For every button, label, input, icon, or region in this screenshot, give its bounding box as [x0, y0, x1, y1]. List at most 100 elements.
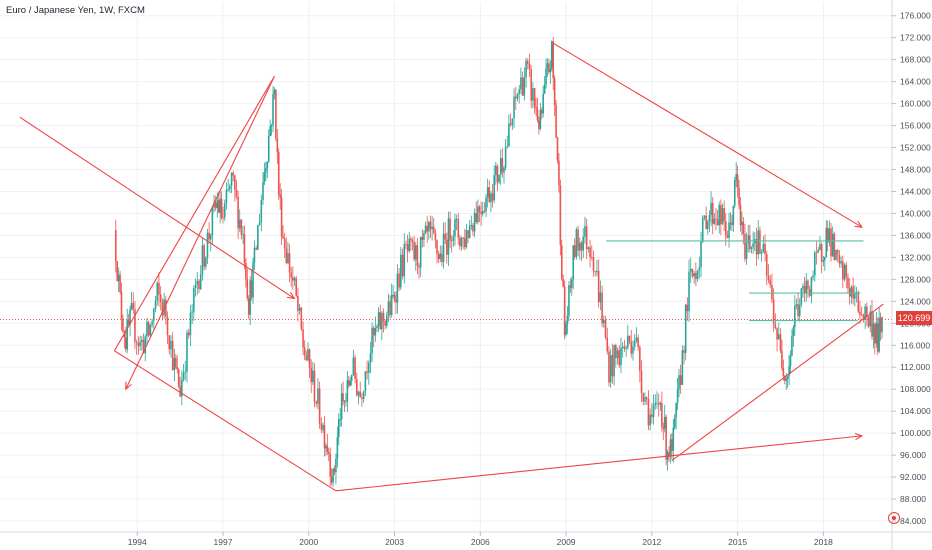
candle-body [633, 340, 636, 347]
candle-body [555, 105, 557, 138]
candle-body [416, 245, 419, 267]
candle-body [741, 221, 743, 226]
candle-body [639, 347, 641, 372]
candle-body [663, 416, 666, 429]
candle-body [362, 391, 365, 399]
candle-body [396, 273, 399, 303]
candle-body [468, 225, 471, 239]
candle-body [621, 346, 624, 348]
candle-body [193, 288, 195, 312]
candle-body [854, 293, 856, 299]
candle-body [814, 252, 816, 276]
candle-body [249, 280, 251, 315]
chart-settings-icon[interactable] [888, 512, 900, 524]
candle-body [384, 320, 386, 326]
candle-body [171, 340, 174, 371]
candle-body [532, 87, 534, 101]
candle-body [625, 347, 627, 349]
candle-body [405, 244, 407, 246]
candle-body [447, 218, 450, 255]
candle-body [120, 291, 123, 319]
candle-body [606, 337, 609, 352]
candle-body [390, 295, 393, 316]
candle-body [777, 334, 780, 340]
candle-body [496, 165, 499, 183]
candle-body [374, 328, 377, 336]
candle-body [736, 174, 739, 189]
candle-body [196, 280, 199, 285]
drawing-tools[interactable] [19, 42, 884, 492]
candle-body [850, 286, 853, 297]
candle-body [282, 236, 284, 239]
candle-body [782, 367, 785, 377]
candle-body [455, 218, 458, 220]
candle-body [426, 225, 429, 232]
candle-body [161, 302, 164, 316]
price-tick-label: 132.000 [900, 252, 931, 262]
candle-body [480, 211, 482, 215]
candle-body [235, 189, 238, 197]
candle-body [577, 229, 579, 251]
candle-body [589, 247, 591, 258]
candle-body [640, 371, 643, 394]
candle-body [516, 94, 519, 99]
candle-body [675, 402, 677, 418]
candle-body [495, 165, 497, 176]
candle-body [536, 108, 539, 121]
candle-body [774, 324, 777, 329]
candle-body [410, 238, 412, 241]
price-tick-label: 112.000 [900, 362, 930, 372]
price-tick-label: 96.000 [900, 450, 926, 460]
candle-body [137, 342, 140, 347]
candle-body [385, 315, 388, 326]
price-axis[interactable]: 84.000 88.000 92.000 96.000 100.000 104.000 10… [891, 0, 931, 550]
candle-body [134, 309, 136, 342]
candle-body [603, 320, 605, 324]
candle-body [280, 197, 283, 237]
candle-body [240, 219, 243, 235]
candle-body [575, 229, 578, 258]
candle-body [689, 268, 692, 272]
candle-body [490, 193, 492, 203]
time-axis[interactable]: 1994 1997 2000 2003 2006 2009 2012 2015 2018 [0, 531, 932, 547]
candle-body [429, 221, 432, 230]
candle-body [253, 247, 256, 263]
candle-body [755, 239, 758, 255]
candle-body [205, 257, 207, 267]
candle-body [568, 285, 570, 316]
candle-body [781, 350, 783, 368]
candle-body [845, 264, 848, 278]
candle-body [457, 218, 460, 238]
candle-body [460, 237, 463, 247]
chart-grid [0, 2, 892, 532]
time-tick-label: 2015 [728, 537, 747, 547]
candle-body [881, 316, 883, 333]
time-tick-label: 2009 [557, 537, 576, 547]
trend-line [114, 350, 337, 492]
candle-body [651, 414, 653, 418]
candle-body [597, 270, 600, 303]
candle-body [446, 239, 448, 255]
candle-body [350, 374, 353, 382]
candle-body [750, 247, 753, 250]
arrow-line [335, 436, 862, 492]
candle-body [146, 321, 148, 337]
candle-body [556, 137, 559, 161]
candle-body [181, 379, 183, 397]
candle-body [711, 203, 714, 224]
candle-body [227, 189, 229, 191]
price-tick-label: 104.000 [900, 406, 931, 416]
candle-body [582, 236, 585, 251]
candle-body [368, 362, 370, 374]
candle-body [346, 380, 349, 402]
candle-body [124, 337, 127, 350]
candle-body [797, 304, 799, 317]
candle-body [523, 77, 526, 96]
candle-body [871, 311, 873, 337]
candle-body [499, 158, 502, 175]
candle-body [642, 393, 645, 402]
candle-body [252, 262, 254, 298]
candle-body [220, 198, 223, 218]
candle-body [840, 261, 842, 264]
